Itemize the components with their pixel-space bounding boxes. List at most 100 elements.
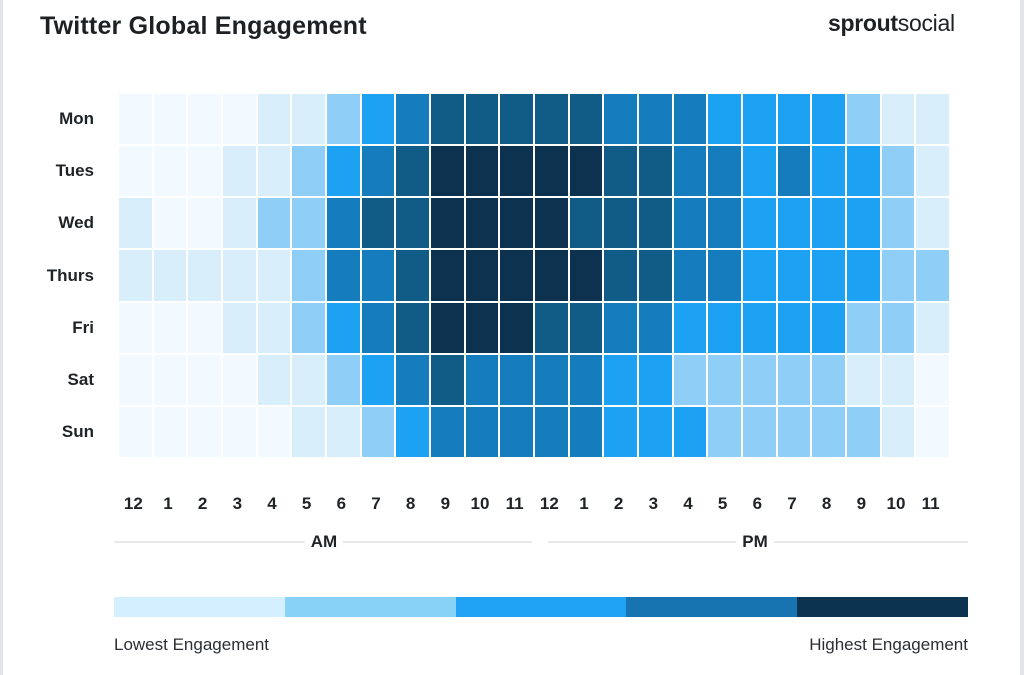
heatmap-cell-wed-4 [257, 198, 291, 249]
logo-bold: sprout [828, 10, 898, 36]
heatmap-cell-sun-0 [119, 406, 152, 457]
heatmap-cell-sun-8 [396, 406, 429, 457]
heatmap-cell-fri-4 [257, 302, 291, 353]
legend-high-label: Highest Engagement [809, 635, 968, 654]
heatmap-cell-sun-23 [916, 406, 949, 457]
heatmap-cell-sat-3 [223, 354, 256, 405]
heatmap-cell-sat-7 [361, 354, 395, 405]
heatmap-cell-mon-1 [153, 94, 187, 145]
heatmap-cell-wed-20 [812, 198, 845, 249]
heatmap-cell-sat-13 [569, 354, 603, 405]
heatmap-cell-tues-22 [881, 146, 915, 197]
heatmap-cell-sat-23 [916, 354, 949, 405]
row-label-wed: Wed [58, 213, 94, 233]
hour-label-19: 7 [787, 494, 797, 513]
frame-border-left [0, 0, 3, 675]
hour-label-10: 10 [470, 494, 490, 513]
heatmap-cell-mon-3 [223, 94, 256, 145]
legend-color-scale [114, 597, 968, 617]
heatmap-cell-wed-3 [223, 198, 256, 249]
heatmap-cell-fri-15 [639, 302, 672, 353]
heatmap-cell-thurs-22 [881, 250, 915, 301]
heatmap-cell-sun-2 [188, 406, 221, 457]
heatmap-cell-mon-7 [361, 94, 395, 145]
heatmap-cell-thurs-4 [257, 250, 291, 301]
heatmap-cell-fri-20 [812, 302, 845, 353]
hour-label-14: 2 [613, 494, 624, 513]
heatmap-cell-thurs-9 [431, 250, 464, 301]
am-label: AM [304, 532, 344, 552]
heatmap-cell-mon-23 [916, 94, 949, 145]
hour-label-21: 9 [856, 494, 867, 513]
legend-swatch-1 [284, 597, 456, 617]
hour-label-5: 5 [301, 494, 312, 513]
hour-label-12: 12 [539, 494, 559, 513]
legend-swatch-3 [626, 597, 798, 617]
heatmap-cell-wed-5 [292, 198, 325, 249]
frame-border-right [1020, 0, 1024, 675]
heatmap-cell-tues-20 [812, 146, 845, 197]
heatmap-cell-wed-16 [673, 198, 707, 249]
row-label-sat: Sat [67, 369, 94, 389]
heatmap-cell-fri-19 [777, 302, 811, 353]
heatmap-cell-fri-10 [465, 302, 499, 353]
hour-label-3: 3 [232, 494, 243, 513]
heatmap-cell-mon-6 [327, 94, 360, 145]
heatmap-cell-mon-2 [188, 94, 221, 145]
heatmap-cell-sun-7 [361, 406, 395, 457]
heatmap-cell-sat-1 [153, 354, 187, 405]
row-label-thurs: Thurs [46, 265, 94, 285]
heatmap-cell-sun-14 [604, 406, 637, 457]
heatmap-cell-sun-17 [708, 406, 741, 457]
heatmap-cell-tues-5 [292, 146, 325, 197]
row-label-mon: Mon [59, 109, 94, 129]
heatmap-cell-sat-18 [743, 354, 776, 405]
heatmap-cell-wed-22 [881, 198, 915, 249]
heatmap-cell-wed-7 [361, 198, 395, 249]
heatmap-cell-sat-2 [188, 354, 221, 405]
heatmap-cell-fri-16 [673, 302, 707, 353]
heatmap-cell-sat-21 [847, 354, 880, 405]
heatmap-cell-fri-2 [188, 302, 221, 353]
heatmap-cell-thurs-2 [188, 250, 221, 301]
hour-label-13: 1 [579, 494, 589, 513]
heatmap-cell-thurs-15 [639, 250, 672, 301]
heatmap-cell-sun-20 [812, 406, 845, 457]
heatmap-cell-sun-5 [292, 406, 325, 457]
heatmap-cell-thurs-16 [673, 250, 707, 301]
heatmap-cell-sun-19 [777, 406, 811, 457]
heatmap-cell-thurs-23 [916, 250, 949, 301]
heatmap-cell-sat-19 [777, 354, 811, 405]
heatmap-cell-sun-3 [223, 406, 256, 457]
heatmap-cell-mon-11 [500, 94, 533, 145]
hour-label-18: 6 [752, 494, 763, 513]
heatmap-cell-tues-15 [639, 146, 672, 197]
heatmap-cell-tues-12 [535, 146, 568, 197]
heatmap-cell-sat-12 [535, 354, 568, 405]
heatmap-cell-mon-20 [812, 94, 845, 145]
heatmap-cell-tues-14 [604, 146, 637, 197]
heatmap-cell-thurs-7 [361, 250, 395, 301]
heatmap-cell-tues-3 [223, 146, 256, 197]
hour-label-9: 9 [440, 494, 451, 513]
heatmap-cell-wed-12 [535, 198, 568, 249]
heatmap-cell-sun-11 [500, 406, 533, 457]
legend-low-label: Lowest Engagement [114, 635, 269, 654]
hour-label-6: 6 [336, 494, 347, 513]
heatmap-cell-mon-18 [743, 94, 776, 145]
hour-label-15: 3 [648, 494, 659, 513]
heatmap-cell-fri-17 [708, 302, 741, 353]
heatmap-cell-mon-13 [569, 94, 603, 145]
heatmap-cell-wed-18 [743, 198, 776, 249]
heatmap-cell-wed-21 [847, 198, 880, 249]
heatmap-cell-fri-7 [361, 302, 395, 353]
heatmap-cell-sun-18 [743, 406, 776, 457]
heatmap-cell-wed-13 [569, 198, 603, 249]
heatmap-cell-fri-3 [223, 302, 256, 353]
heatmap-cell-fri-9 [431, 302, 464, 353]
heatmap-cell-sun-15 [639, 406, 672, 457]
heatmap-cell-thurs-21 [847, 250, 880, 301]
heatmap-cell-sun-10 [465, 406, 499, 457]
heatmap-cell-wed-11 [500, 198, 533, 249]
heatmap-cell-wed-2 [188, 198, 221, 249]
